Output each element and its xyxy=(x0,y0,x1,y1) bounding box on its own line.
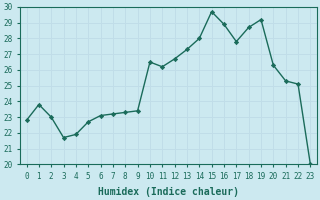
X-axis label: Humidex (Indice chaleur): Humidex (Indice chaleur) xyxy=(98,186,239,197)
